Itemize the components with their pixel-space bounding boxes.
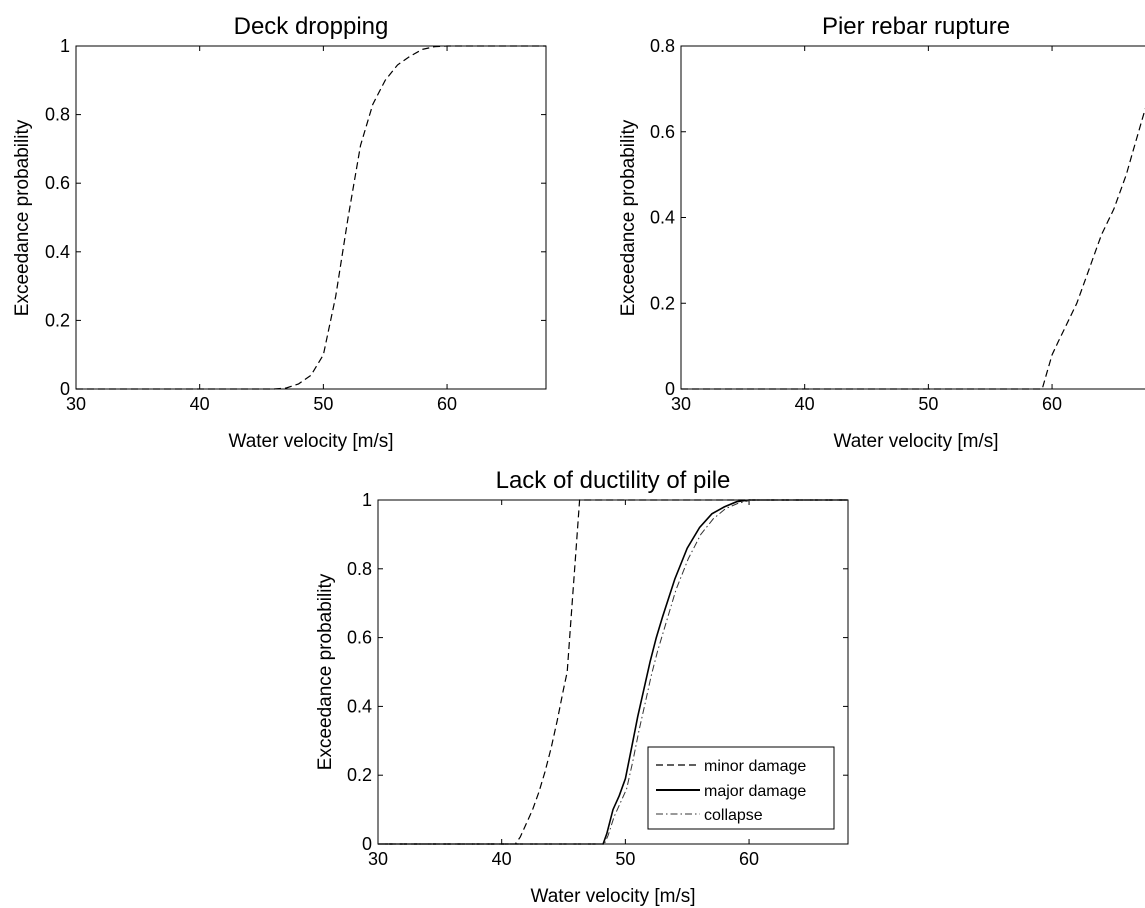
y-tick-label: 0.2 [650, 293, 675, 313]
y-tick-label: 0.6 [45, 173, 70, 193]
x-tick-label: 30 [671, 394, 691, 414]
series-line-collapse [378, 499, 848, 845]
y-tick-label: 0.2 [45, 310, 70, 330]
y-tick-label: 0 [362, 834, 372, 854]
plot-marks: 30 40 50 60 0 0.2 0.4 0.6 0.8 1 [347, 490, 849, 869]
chart-title: Pier rebar rupture [822, 13, 1010, 40]
legend-entry-collapse: collapse [704, 807, 763, 824]
x-axis-label: Water velocity [m/s] [833, 431, 998, 452]
y-tick-label: 0.8 [347, 559, 372, 579]
y-tick-label: 0.6 [347, 628, 372, 648]
legend: minor damage major damage collapse [647, 746, 835, 830]
y-axis-label: Exceedance probability [315, 573, 336, 770]
x-tick-label: 50 [918, 394, 938, 414]
y-tick-label: 1 [60, 36, 70, 56]
x-tick-label: 50 [313, 394, 333, 414]
y-tick-label: 0 [665, 379, 675, 399]
x-tick-label: 60 [739, 849, 759, 869]
series-line [76, 45, 546, 390]
series-line-major-damage [378, 499, 848, 845]
y-tick-label: 0.4 [650, 208, 675, 228]
y-tick-label: 0.4 [45, 242, 70, 262]
panel-lack-of-ductility-of-pile: Lack of ductility of pile Water velocity… [315, 467, 849, 907]
chart-title: Lack of ductility of pile [496, 467, 731, 494]
legend-box [647, 746, 835, 830]
legend-entry-minor-damage: minor damage [704, 758, 806, 775]
y-tick-label: 0 [60, 379, 70, 399]
panel-pier-rebar-rupture: Pier rebar rupture Water velocity [m/s] … [618, 13, 1145, 452]
x-tick-label: 60 [1042, 394, 1062, 414]
panel-deck-dropping: Deck dropping Water velocity [m/s] Excee… [12, 13, 547, 452]
x-axis-label: Water velocity [m/s] [228, 431, 393, 452]
plot-marks: 30 40 50 60 0 0.2 0.4 0.6 0.8 [650, 36, 1145, 414]
y-tick-label: 0.8 [45, 105, 70, 125]
x-tick-label: 40 [795, 394, 815, 414]
x-tick-label: 50 [615, 849, 635, 869]
y-tick-label: 0.4 [347, 696, 372, 716]
legend-entry-major-damage: major damage [704, 783, 806, 800]
x-axis-label: Water velocity [m/s] [530, 886, 695, 907]
y-axis-label: Exceedance probability [12, 119, 33, 316]
x-tick-label: 40 [492, 849, 512, 869]
plot-marks: 30 40 50 60 0 0.2 0.4 0.6 0.8 1 [45, 36, 547, 414]
y-tick-label: 0.8 [650, 36, 675, 56]
x-tick-label: 30 [66, 394, 86, 414]
x-tick-label: 40 [190, 394, 210, 414]
x-tick-label: 60 [437, 394, 457, 414]
y-axis-label: Exceedance probability [618, 119, 639, 316]
plot-area-frame [680, 45, 1145, 390]
y-tick-label: 1 [362, 490, 372, 510]
y-tick-label: 0.6 [650, 122, 675, 142]
plot-area-frame [75, 45, 547, 390]
y-tick-label: 0.2 [347, 765, 372, 785]
series-line [681, 107, 1145, 390]
x-tick-label: 30 [368, 849, 388, 869]
chart-title: Deck dropping [234, 13, 389, 40]
